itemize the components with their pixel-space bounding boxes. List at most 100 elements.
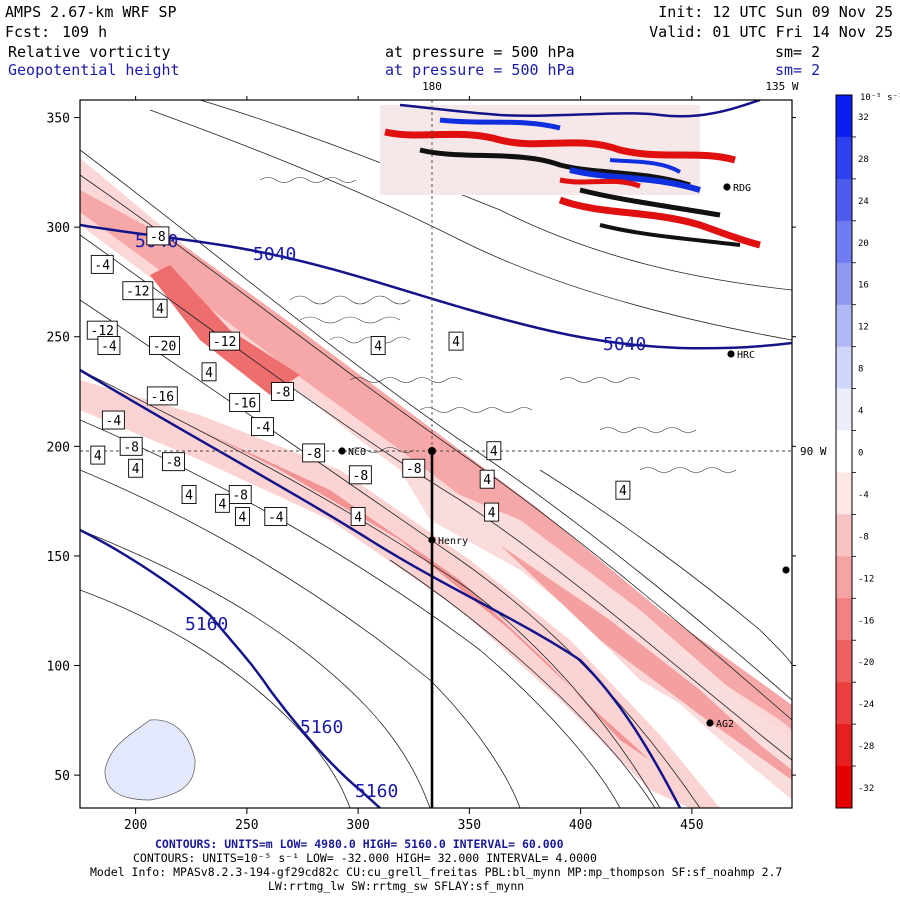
vorticity-label: 4	[354, 510, 362, 525]
vorticity-label-box	[90, 445, 106, 465]
station-marker-edge	[782, 566, 790, 574]
colorbar-swatch	[836, 346, 852, 390]
vorticity-label: 4	[483, 473, 491, 488]
vorticity-label: -4	[94, 258, 110, 273]
y-tick-label: 50	[54, 769, 70, 784]
colorbar-swatch	[836, 682, 852, 725]
vorticity-label: 4	[94, 449, 102, 464]
vorticity-band-right	[400, 470, 792, 800]
colorbar-label: 32	[858, 113, 869, 123]
vorticity-label-box	[615, 480, 631, 500]
footer-model-info-2: LW:rrtmg_lw SW:rrtmg_sw SFLAY:sf_mynn	[268, 879, 524, 893]
vorticity-label-box	[201, 362, 217, 382]
pressure-geopotential: at pressure = 500 hPa	[385, 61, 575, 79]
station-marker-henry	[428, 536, 436, 544]
colorbar-swatch	[836, 220, 852, 264]
x-tick-label: 200	[124, 818, 147, 833]
forecast-hours: 109 h	[62, 23, 107, 41]
x-tick-label: 450	[680, 818, 703, 833]
geo-label-5160-c: 5160	[355, 781, 398, 802]
x-tick-label: 250	[235, 818, 258, 833]
colorbar-label: 16	[858, 281, 869, 291]
colorbar-frame	[835, 94, 853, 809]
vorticity-label-box	[181, 485, 197, 505]
colorbar-swatch	[836, 556, 852, 599]
colorbar-swatch	[836, 136, 852, 180]
vorticity-label-box	[128, 458, 144, 478]
vorticity-label-box	[348, 465, 372, 485]
colorbar-label: 4	[858, 407, 863, 417]
vorticity-label-box	[448, 331, 464, 351]
vorticity-label-box	[122, 281, 154, 301]
vorticity-core-upper	[150, 265, 300, 395]
colorbar-label: -16	[858, 616, 874, 626]
colorbar-label: 20	[858, 239, 869, 249]
vorticity-label-box	[149, 336, 181, 355]
vorticity-label-box	[402, 458, 426, 478]
smoothing-vorticity: sm= 2	[775, 43, 820, 61]
vorticity-label: -8	[406, 462, 422, 477]
y-tick-label: 150	[47, 550, 70, 565]
vorticity-label-box	[350, 507, 366, 526]
vorticity-label: -4	[255, 421, 271, 436]
vorticity-label: -4	[106, 414, 122, 429]
vorticity-label-box	[234, 507, 250, 526]
vorticity-labels: -4-12-84-12-4 -20-16-124-4-84 -84-16-8-4-8…	[86, 226, 631, 526]
station-marker-ag2	[706, 719, 714, 727]
footer-geopotential-contours: CONTOURS: UNITS=m LOW= 4980.0 HIGH= 5160…	[155, 837, 564, 851]
x-tick-label: 350	[458, 818, 481, 833]
vorticity-label: -12	[91, 324, 114, 339]
vorticity-label-box	[486, 441, 502, 461]
vorticity-label: -8	[353, 469, 369, 484]
y-tick-label: 250	[47, 331, 70, 346]
vorticity-label: 4	[185, 489, 193, 504]
x-tick-label: 300	[346, 818, 369, 833]
vorticity-label-box	[97, 336, 121, 355]
station-marker-nco	[338, 447, 346, 455]
init-time: Init: 12 UTC Sun 09 Nov 25	[658, 3, 893, 21]
stations: NCO Henry HRC RDG AG2	[338, 183, 790, 730]
station-label-henry: Henry	[438, 536, 468, 547]
vorticity-label-box	[101, 410, 125, 430]
y-tick-label: 300	[47, 221, 70, 236]
vorticity-label: -8	[232, 489, 248, 504]
vorticity-label-box	[484, 502, 500, 522]
vorticity-label-box	[479, 469, 495, 489]
vorticity-label-box	[119, 436, 143, 456]
colorbar-swatch	[836, 598, 852, 641]
colorbar-units: 10⁻⁵ s⁻¹	[860, 93, 900, 103]
colorbar-swatch	[836, 430, 852, 473]
vorticity-label-box	[146, 226, 170, 246]
vorticity-label-box	[271, 382, 294, 401]
colorbar-swatch	[836, 766, 852, 809]
vorticity-label: 4	[374, 339, 382, 354]
plot-layers	[80, 100, 792, 808]
vorticity-band-right-core	[500, 545, 792, 780]
vorticity-label: 4	[239, 510, 247, 525]
longitude-label-180: 180	[422, 80, 442, 93]
colorbar-label: 28	[858, 155, 869, 165]
colorbar-label: -4	[858, 490, 869, 500]
vorticity-contours	[80, 100, 792, 808]
station-marker-crosshair	[428, 447, 436, 455]
colorbar-label: -24	[858, 700, 874, 710]
colorbar-label: -28	[858, 742, 874, 752]
vorticity-label-box	[161, 452, 185, 472]
colorbar-label: 12	[858, 323, 869, 333]
vorticity-label: 4	[156, 302, 164, 317]
y-tick-label: 200	[47, 440, 70, 455]
colorbar-swatch	[836, 304, 852, 348]
vorticity-label-box	[229, 393, 261, 412]
colorbar-swatch	[836, 724, 852, 767]
y-tick-label: 100	[47, 660, 70, 675]
colorbar-label: -20	[858, 658, 874, 668]
y-axis: 50 100 150 200 250 300 350	[47, 112, 796, 784]
colorbar-swatch	[836, 472, 852, 515]
station-label-rdg: RDG	[733, 183, 751, 194]
vorticity-label-box	[370, 336, 386, 355]
valid-time: Valid: 01 UTC Fri 14 Nov 25	[649, 23, 893, 41]
station-marker-rdg	[723, 183, 731, 191]
x-axis: 200 250 300 350 400 450	[124, 96, 704, 833]
plot-frame	[79, 99, 793, 809]
